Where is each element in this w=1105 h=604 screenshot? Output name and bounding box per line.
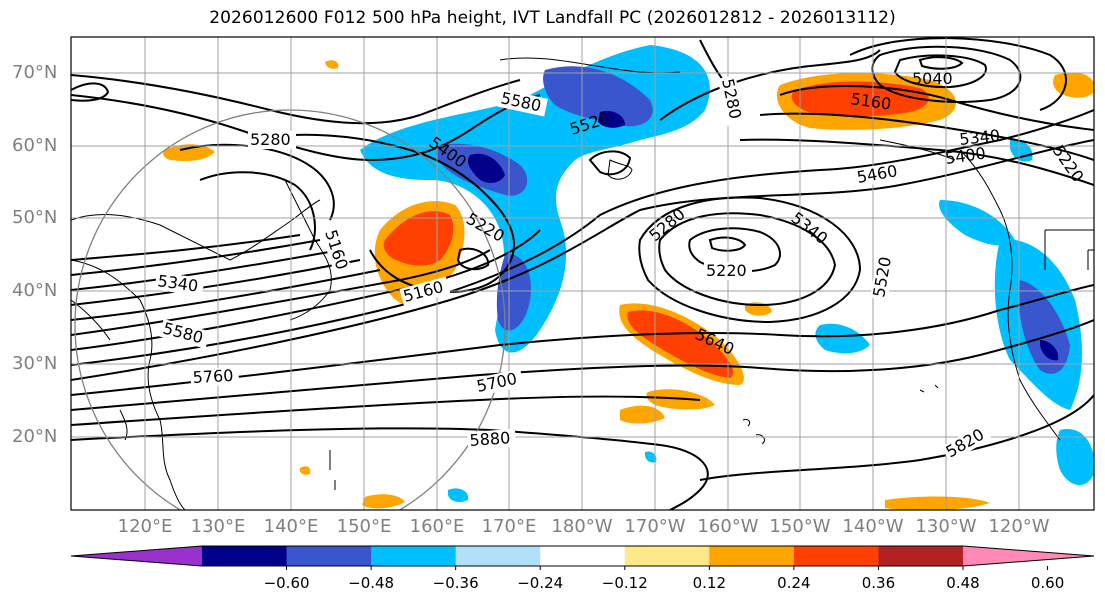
contour-label: 5760 <box>192 366 234 387</box>
lon-label-160e: 160°E <box>409 516 465 537</box>
colorbar-tick-label: −0.36 <box>432 574 479 592</box>
lon-label-120e: 120°E <box>117 516 173 537</box>
lon-label-120w: 120°W <box>988 516 1050 537</box>
lon-label-150e: 150°E <box>336 516 392 537</box>
contour-label: 5880 <box>469 428 511 450</box>
lat-label-30n: 30°N <box>12 353 58 374</box>
colorbar-tick-label: −0.60 <box>263 574 310 592</box>
colorbar-tick-label: 0.12 <box>692 574 727 592</box>
colorbar-tick-label: −0.24 <box>517 574 564 592</box>
colorbar-bin <box>624 546 710 566</box>
contour-label: 5160 <box>321 227 352 272</box>
colorbar-tick-label: −0.48 <box>348 574 395 592</box>
reference-circle <box>74 109 506 510</box>
grid-lines <box>71 37 1094 510</box>
lat-label-40n: 40°N <box>12 280 58 301</box>
colorbar-bin <box>793 546 879 566</box>
contour-label: 5280 <box>250 130 291 149</box>
contour-label: 5280 <box>645 204 688 245</box>
colorbar-tick-label: −0.12 <box>601 574 648 592</box>
colorbar-bin <box>540 546 626 566</box>
colorbar-tick-label: 0.36 <box>861 574 896 592</box>
lon-label-170e: 170°E <box>481 516 537 537</box>
contour-label: 5220 <box>706 261 747 280</box>
plot-frame <box>70 36 1095 511</box>
contour-label: 5040 <box>912 69 953 88</box>
colorbar-bin <box>286 546 372 566</box>
lon-label-150w: 150°W <box>769 516 831 537</box>
lon-label-130w: 130°W <box>915 516 977 537</box>
coastlines <box>71 57 1094 510</box>
lon-label-180w: 180°W <box>551 516 613 537</box>
colorbar-extension-low <box>71 546 202 566</box>
contour-label: 5220 <box>1049 141 1088 185</box>
lat-label-50n: 50°N <box>12 207 58 228</box>
lon-label-160w: 160°W <box>697 516 759 537</box>
map-title: 2026012600 F012 500 hPa height, IVT Land… <box>209 8 896 28</box>
colorbar-tick-label: 0.48 <box>946 574 980 592</box>
lat-label-60n: 60°N <box>12 135 58 156</box>
contour-labels: 5580 5520 5400 5280 5220 5160 5340 5580 … <box>154 69 1088 463</box>
colorbar-tick-label: 0.60 <box>1030 574 1065 592</box>
contour-label: 5280 <box>718 77 745 121</box>
lat-label-70n: 70°N <box>12 62 58 83</box>
lon-label-140e: 140°E <box>263 516 319 537</box>
contour-label: 5580 <box>161 319 205 348</box>
colorbar-outline <box>70 545 1095 567</box>
colorbar-bin <box>371 546 457 566</box>
contour-label: 5820 <box>943 425 988 462</box>
colorbar-bin <box>709 546 795 566</box>
colorbar <box>70 545 1095 570</box>
contour-label: 5700 <box>475 369 519 396</box>
colorbar-bin <box>202 546 288 566</box>
colorbar-extension-high <box>963 546 1094 566</box>
colorbar-tick-label: 0.24 <box>777 574 811 592</box>
colorbar-bin <box>455 546 541 566</box>
contour-label: 5340 <box>788 208 832 248</box>
ivt-negative-shading <box>360 45 1094 503</box>
lat-label-20n: 20°N <box>12 426 58 447</box>
contour-label: 5460 <box>855 161 898 187</box>
lon-label-130e: 130°E <box>190 516 246 537</box>
colorbar-bin <box>878 546 964 566</box>
contour-label: 5340 <box>958 126 1000 149</box>
lon-label-170w: 170°W <box>624 516 686 537</box>
lon-label-140w: 140°W <box>842 516 904 537</box>
